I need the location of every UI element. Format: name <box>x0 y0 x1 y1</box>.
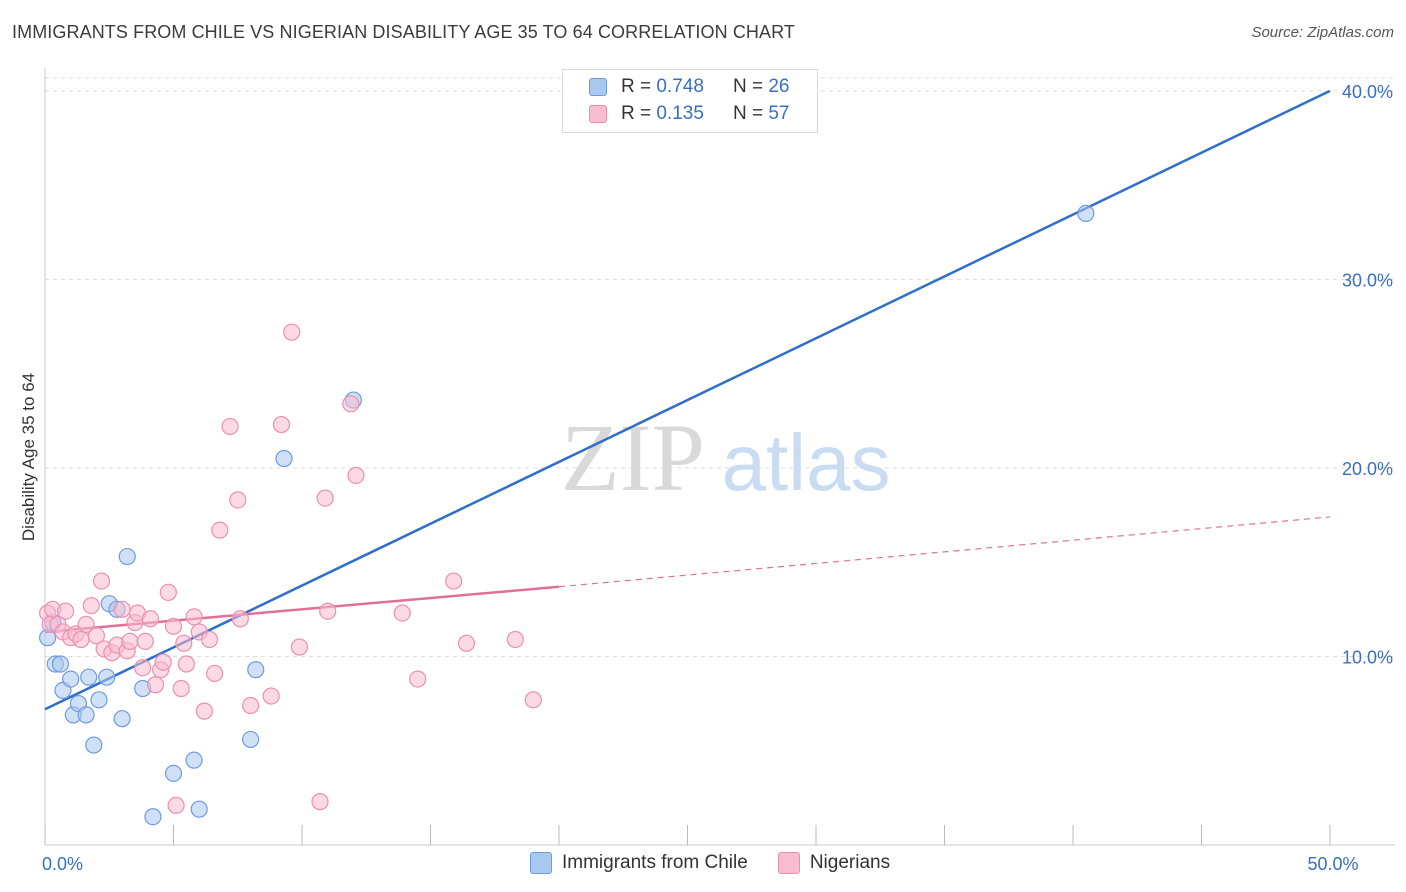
chile-trend-line <box>44 89 1331 711</box>
tick-labels: 10.0% 20.0% 30.0% 40.0% 0.0% 50.0% <box>42 82 1393 874</box>
y-tick-label: 10.0% <box>1342 647 1393 667</box>
chile-point <box>190 800 208 818</box>
nigeria-point <box>82 596 100 615</box>
nigeria-point <box>167 796 185 815</box>
nigeria-point <box>283 323 301 341</box>
chile-point <box>118 547 136 566</box>
watermark-atlas: atlas <box>722 418 891 507</box>
watermark-zip: ZIP <box>561 404 705 511</box>
r-label: R = <box>621 76 652 97</box>
nigeria-point <box>159 583 177 601</box>
y-tick-label: 40.0% <box>1342 82 1393 102</box>
nigeria-point <box>177 655 195 673</box>
nigeria-point <box>195 702 213 720</box>
chile-point <box>51 655 70 673</box>
chile-point <box>247 661 265 679</box>
chile-point <box>90 691 108 709</box>
nigeria-point <box>113 600 131 618</box>
y-tick-label: 30.0% <box>1342 270 1393 290</box>
nigeria-point <box>136 632 154 650</box>
data-points <box>38 204 1095 826</box>
nigeria-point <box>506 630 524 649</box>
chile-point <box>185 751 203 769</box>
watermark: ZIP atlas <box>561 404 890 511</box>
nigeria-point <box>242 696 260 715</box>
chart-title: IMMIGRANTS FROM CHILE VS NIGERIAN DISABI… <box>12 22 796 42</box>
nigeria-point <box>87 627 106 645</box>
nigeria-point <box>316 489 334 507</box>
nigeria-point <box>393 604 411 622</box>
nigeria-point <box>175 634 193 652</box>
chile-point <box>113 710 131 728</box>
nigeria-point <box>262 687 280 705</box>
nigeria-point <box>221 417 239 436</box>
x-tick-label: 50.0% <box>1307 854 1358 874</box>
y-tick-label: 20.0% <box>1342 459 1393 479</box>
y-axis-label: Disability Age 35 to 64 <box>19 373 38 541</box>
n-label: N = <box>732 103 764 124</box>
grid-lines <box>45 77 1395 657</box>
nigeria-point <box>231 610 249 628</box>
nigeria-point <box>319 602 337 620</box>
axes <box>44 68 1395 846</box>
nigeria-swatch <box>589 105 607 123</box>
series-legend: Immigrants from Chile Nigerians <box>530 852 920 874</box>
nigeria-point <box>185 608 203 626</box>
nigeria-point <box>347 466 365 485</box>
nigeria-point <box>272 415 291 434</box>
chile-point <box>242 730 260 749</box>
nigeria-point <box>172 679 190 698</box>
nigeria-point <box>200 630 219 649</box>
r-label: R = <box>621 103 652 124</box>
nigeria-point <box>445 572 463 590</box>
nigeria-point <box>311 793 329 811</box>
nigeria-point <box>229 491 247 509</box>
nigeria-point <box>211 521 229 539</box>
r-value: 0.135 <box>656 103 704 124</box>
legend-row-chile: R = 0.748 N = 26 <box>589 75 789 99</box>
legend-item-chile: Immigrants from Chile <box>530 852 748 874</box>
nigeria-swatch <box>777 852 800 874</box>
chile-point <box>164 764 183 782</box>
nigeria-point <box>457 634 476 652</box>
legend-item-nigeria: Nigerians <box>777 852 891 874</box>
nigeria-point <box>92 572 111 590</box>
legend-label-chile: Immigrants from Chile <box>562 852 748 873</box>
chile-point <box>62 670 80 688</box>
n-label: N = <box>732 76 764 97</box>
nigeria-point <box>77 615 95 634</box>
nigeria-point <box>524 691 542 709</box>
chile-point <box>275 449 293 468</box>
nigeria-point <box>141 610 159 628</box>
source-credit: Source: ZipAtlas.com <box>1251 24 1394 41</box>
nigeria-point <box>134 659 152 677</box>
chile-point <box>77 706 95 724</box>
chile-swatch <box>589 78 607 96</box>
n-value: 26 <box>768 76 790 97</box>
nigeria-point <box>342 395 360 413</box>
nigeria-trend-extension <box>558 516 1331 588</box>
nigeria-point <box>121 632 139 650</box>
chile-point <box>144 808 162 826</box>
nigeria-point <box>154 653 172 671</box>
correlation-legend: R = 0.748 N = 26 R = 0.135 N = 57 <box>562 69 818 133</box>
r-value: 0.748 <box>656 76 704 97</box>
chile-point <box>98 668 116 686</box>
nigeria-point <box>290 638 309 656</box>
x-tick-label: 0.0% <box>42 854 83 874</box>
nigeria-point <box>56 602 75 620</box>
n-value: 57 <box>768 103 790 124</box>
nigeria-point <box>409 670 427 688</box>
chile-point <box>1077 204 1095 223</box>
legend-row-nigeria: R = 0.135 N = 57 <box>589 102 789 126</box>
chile-point <box>80 668 98 686</box>
nigeria-point <box>72 630 90 649</box>
nigeria-point <box>164 617 183 635</box>
nigeria-point <box>206 664 224 683</box>
nigeria-point <box>146 676 165 694</box>
legend-label-nigeria: Nigerians <box>809 852 891 873</box>
chile-swatch <box>530 852 552 874</box>
chile-point <box>85 736 103 754</box>
